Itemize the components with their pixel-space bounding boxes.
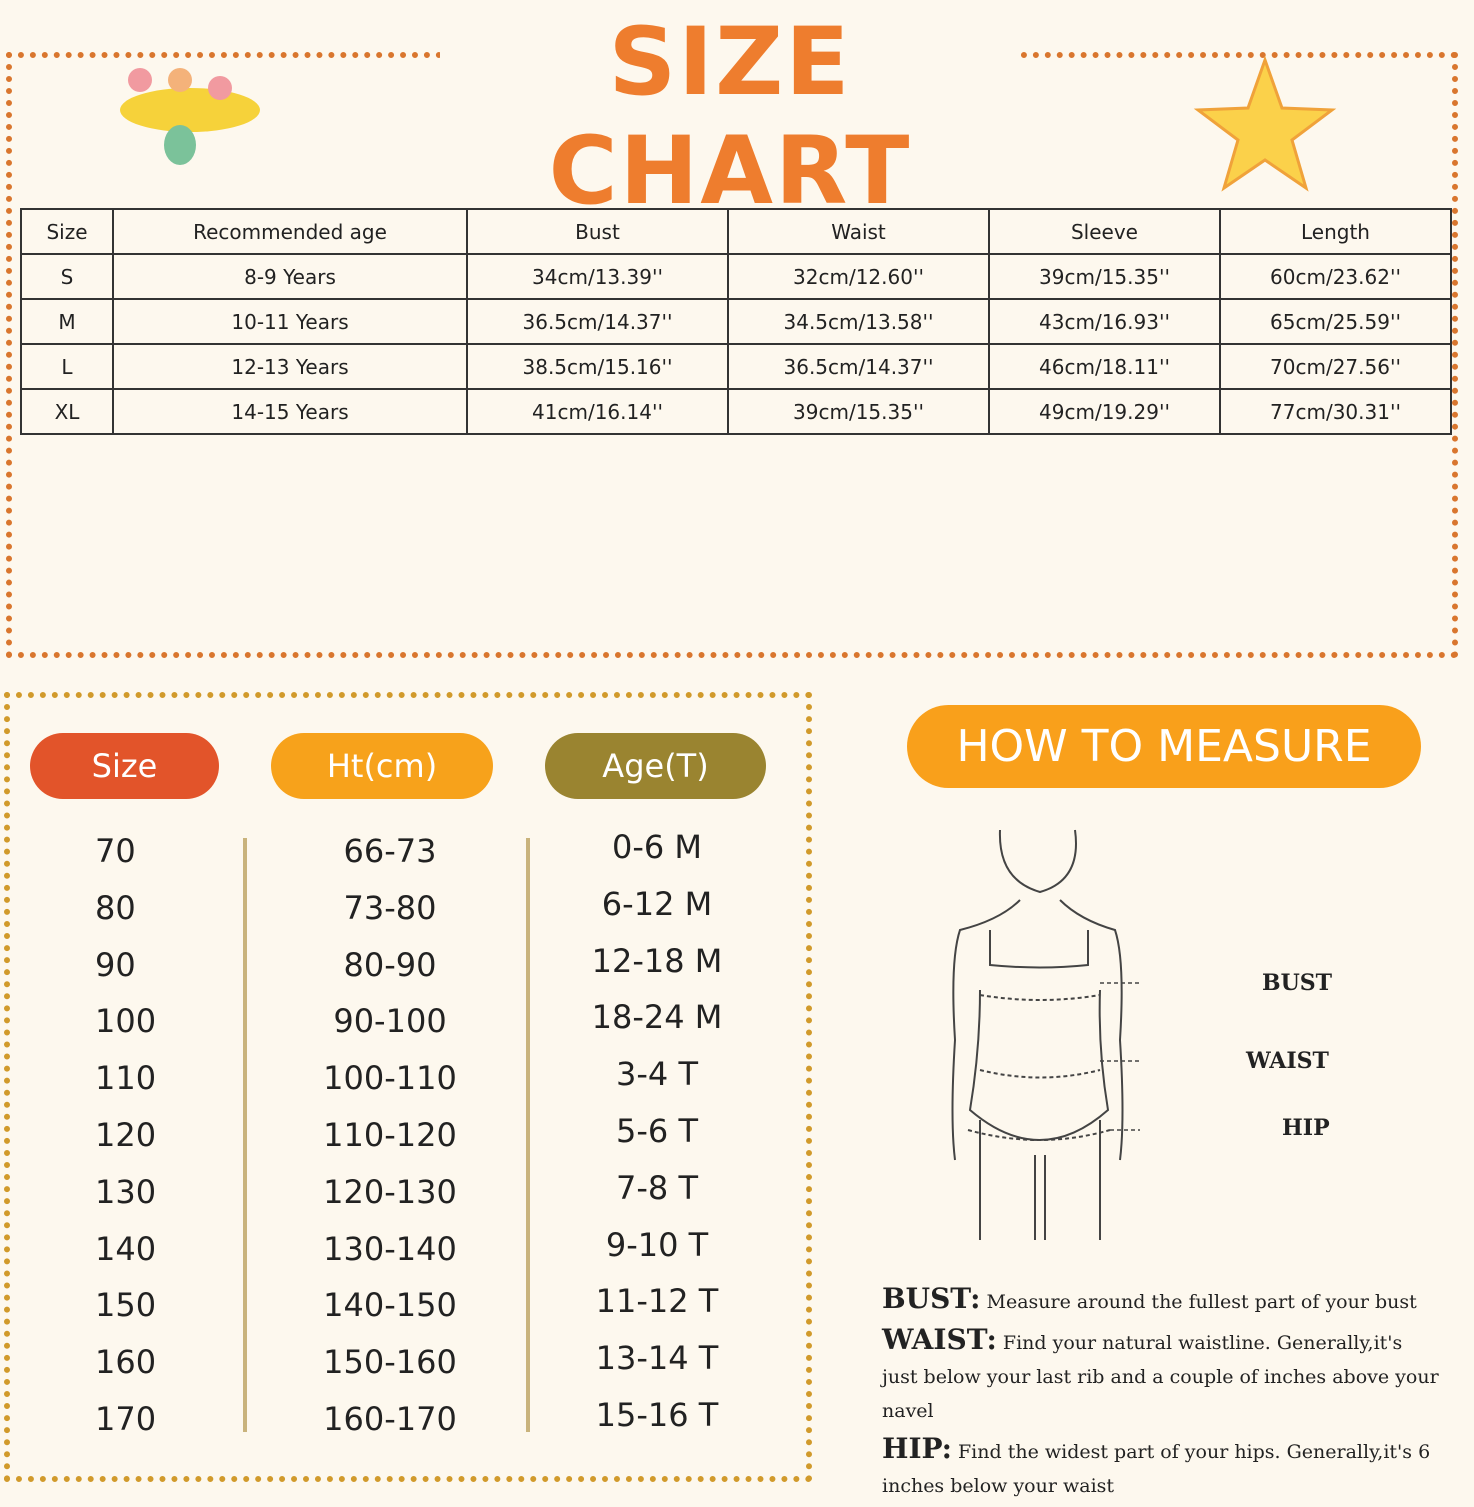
cell: 39cm/15.35''	[727, 388, 990, 435]
cell: 100-110	[323, 1059, 457, 1098]
row: S 8-9 Years 34cm/13.39'' 32cm/12.60'' 39cm/1…	[20, 253, 1452, 300]
cell: 32cm/12.60''	[727, 253, 990, 300]
cell: 15-16 T	[595, 1396, 719, 1434]
cell: 100	[95, 1002, 157, 1041]
cell: 80	[95, 888, 136, 927]
body-figure	[951, 829, 1140, 1240]
cell: 77cm/30.31''	[1219, 388, 1452, 435]
cell: 80-90	[343, 945, 437, 984]
row: L 12-13 Years 38.5cm/15.16'' 36.5cm/14.37''…	[20, 343, 1452, 390]
column-pill: Age(T)	[545, 733, 766, 799]
cell: 140-150	[323, 1286, 457, 1325]
cell: 12-18 M	[591, 941, 723, 980]
star-decoration	[1193, 55, 1337, 192]
cell: XL	[20, 388, 114, 435]
cell: 38.5cm/15.16''	[466, 343, 729, 390]
cell: 60cm/23.62''	[1219, 253, 1452, 300]
frame	[4, 692, 812, 1482]
measure-label: WAIST	[1246, 1048, 1329, 1074]
row: XL 14-15 Years 41cm/16.14'' 39cm/15.35'' 49c…	[20, 388, 1452, 435]
column-pill: Ht(cm)	[271, 733, 493, 799]
note-term: WAIST:	[882, 1323, 997, 1356]
header-cell: Size	[20, 208, 114, 255]
row: M 10-11 Years 36.5cm/14.37'' 34.5cm/13.58''…	[20, 298, 1452, 345]
cell: 130	[95, 1172, 157, 1211]
note-term: HIP:	[882, 1432, 952, 1465]
cell: 34cm/13.39''	[466, 253, 729, 300]
header-cell: Bust	[466, 208, 729, 255]
cell: 110-120	[323, 1116, 457, 1154]
measure-label: BUST	[1262, 970, 1333, 996]
header-cell: Recommended age	[112, 208, 468, 255]
cell: 73-80	[343, 888, 437, 927]
cell: 34.5cm/13.58''	[727, 298, 990, 345]
note-text: Find your natural waistline. Generally,i…	[882, 1332, 1439, 1422]
size-table: Size Recommended age Bust Waist Sleeve Length…	[20, 208, 1452, 435]
cell: S	[20, 253, 114, 300]
cell: 7-8 T	[616, 1168, 698, 1207]
note: HIP: Find the widest part of your hips. …	[882, 1432, 1442, 1503]
note: BUST: Measure around the fullest part of…	[882, 1282, 1442, 1319]
cell: 13-14 T	[595, 1339, 719, 1378]
cell: 140	[95, 1229, 157, 1268]
measure-notes: BUST: Measure around the fullest part of…	[882, 1282, 1442, 1507]
note-text: Find the widest part of your hips. Gener…	[882, 1441, 1431, 1497]
cell: M	[20, 298, 114, 345]
cell: 90	[95, 945, 136, 984]
cell: 70cm/27.56''	[1219, 343, 1452, 390]
cell: 90-100	[333, 1002, 447, 1041]
cell: 14-15 Years	[112, 388, 468, 435]
cell: 41cm/16.14''	[466, 388, 729, 435]
divider	[243, 838, 247, 1432]
cell: 36.5cm/14.37''	[466, 298, 729, 345]
note-term: BUST:	[882, 1282, 981, 1315]
cell: 10-11 Years	[112, 298, 468, 345]
cell: L	[20, 343, 114, 390]
cell: 46cm/18.11''	[988, 343, 1221, 390]
cell: 9-10 T	[605, 1225, 709, 1264]
cell: 0-6 M	[611, 828, 703, 866]
cell: 6-12 M	[601, 884, 713, 923]
cell: 3-4 T	[616, 1055, 698, 1094]
cell: 150	[95, 1286, 157, 1325]
title: SIZE CHART	[440, 8, 1020, 226]
cell: 39cm/15.35''	[988, 253, 1221, 300]
cell: 49cm/19.29''	[988, 388, 1221, 435]
cell: 5-6 T	[616, 1112, 698, 1150]
cell: 43cm/16.93''	[988, 298, 1221, 345]
header-cell: Waist	[727, 208, 990, 255]
cell: 11-12 T	[595, 1282, 719, 1321]
airplane-decoration	[120, 68, 260, 165]
cell: 120	[95, 1116, 157, 1154]
measure-title: HOW TO MEASURE	[907, 705, 1421, 788]
cell: 70	[95, 832, 136, 870]
note-text: Measure around the fullest part of your …	[986, 1291, 1417, 1313]
cell: 170	[95, 1400, 157, 1438]
cell: 130-140	[323, 1229, 457, 1268]
cell: 150-160	[323, 1343, 457, 1382]
divider	[526, 838, 530, 1432]
column-pill: Size	[30, 733, 219, 799]
header-cell: Sleeve	[988, 208, 1221, 255]
header-row: Size Recommended age Bust Waist Sleeve Length	[20, 208, 1452, 255]
cell: 160-170	[323, 1400, 457, 1438]
header-cell: Length	[1219, 208, 1452, 255]
cell: 120-130	[323, 1172, 457, 1211]
cell: 8-9 Years	[112, 253, 468, 300]
cell: 12-13 Years	[112, 343, 468, 390]
cell: 18-24 M	[591, 998, 723, 1037]
cell: 160	[95, 1343, 157, 1382]
measure-label: HIP	[1282, 1115, 1330, 1141]
cell: 65cm/25.59''	[1219, 298, 1452, 345]
cell: 110	[95, 1059, 157, 1098]
cell: 66-73	[343, 832, 437, 870]
note: WAIST: Find your natural waistline. Gene…	[882, 1323, 1442, 1428]
cell: 36.5cm/14.37''	[727, 343, 990, 390]
